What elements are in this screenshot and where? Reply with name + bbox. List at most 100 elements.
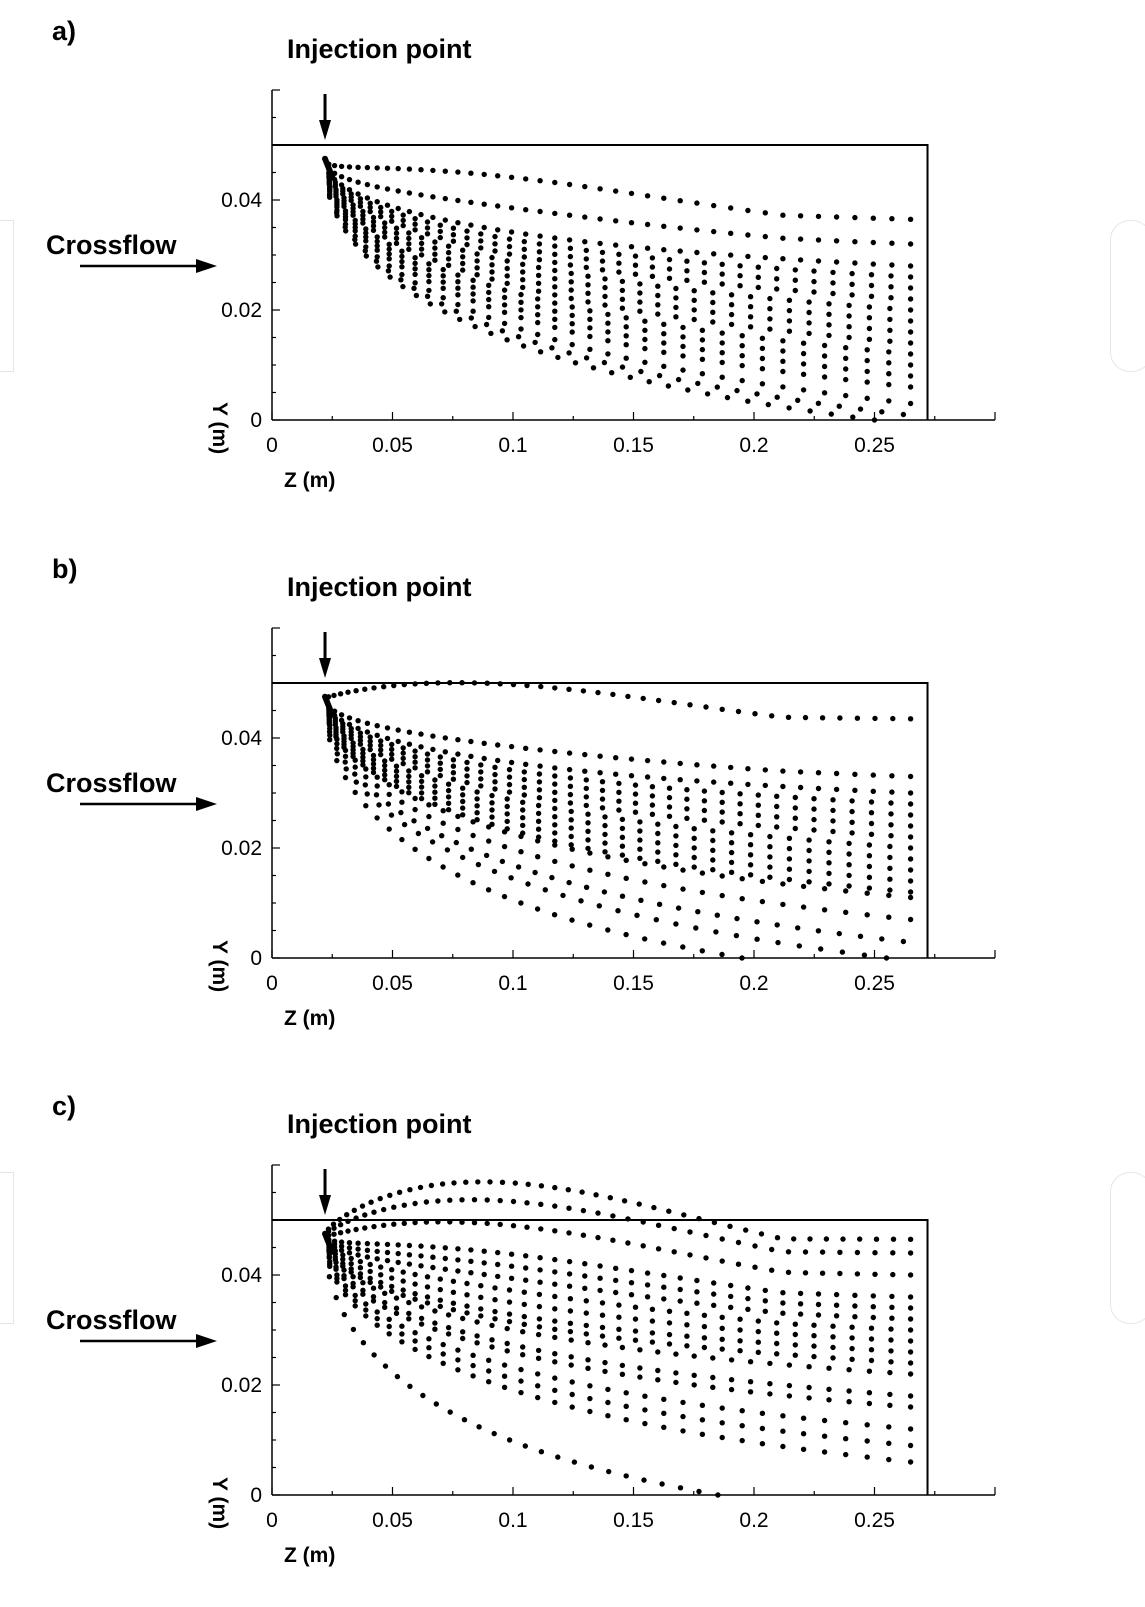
data-point — [371, 1209, 377, 1215]
data-point — [826, 311, 832, 317]
data-point — [424, 763, 431, 769]
data-point — [587, 325, 593, 331]
data-point — [400, 745, 406, 751]
data-point — [353, 779, 359, 785]
data-point — [378, 1284, 384, 1290]
data-point — [735, 1261, 742, 1267]
data-point — [735, 708, 742, 715]
data-point — [821, 1417, 828, 1424]
x-tick-label: 0.15 — [613, 434, 654, 457]
data-point — [486, 296, 492, 303]
data-point — [412, 1291, 418, 1297]
data-point — [673, 823, 679, 830]
data-point — [455, 751, 461, 757]
data-point — [504, 803, 510, 810]
data-point — [602, 293, 608, 300]
data-point — [522, 1443, 528, 1449]
data-point — [821, 1433, 828, 1439]
data-point — [780, 348, 786, 354]
data-point — [605, 320, 611, 326]
data-point — [552, 1281, 558, 1287]
data-point — [499, 1179, 506, 1185]
data-point — [486, 282, 492, 288]
data-point — [426, 1336, 432, 1342]
data-point — [520, 1352, 526, 1358]
data-point — [677, 1298, 683, 1304]
data-point — [745, 1285, 751, 1291]
data-point — [849, 1324, 855, 1330]
data-point — [535, 1355, 542, 1361]
data-point — [474, 1333, 480, 1339]
data-point — [830, 290, 836, 297]
data-point — [677, 225, 683, 231]
data-point — [387, 1192, 393, 1198]
data-point — [386, 1316, 392, 1322]
data-point — [353, 1215, 359, 1221]
data-point — [826, 839, 832, 845]
data-point — [363, 253, 369, 259]
decor-bracket-left-bottom — [0, 1172, 14, 1324]
data-point — [649, 1330, 656, 1336]
data-point — [677, 248, 683, 254]
data-point — [780, 1428, 786, 1434]
data-point — [567, 1328, 574, 1335]
data-point — [342, 1292, 349, 1298]
data-point — [745, 207, 751, 214]
data-point — [719, 1325, 725, 1331]
data-point — [599, 1333, 606, 1339]
data-point — [538, 683, 544, 690]
data-point — [552, 805, 558, 812]
data-point — [341, 1267, 347, 1273]
data-point — [400, 1278, 406, 1284]
data-point — [371, 685, 377, 691]
data-point — [357, 1265, 364, 1271]
data-point — [350, 1274, 356, 1280]
data-point — [619, 825, 626, 832]
data-point — [406, 768, 412, 774]
data-point — [887, 865, 893, 871]
data-point — [350, 1284, 356, 1290]
data-point — [830, 1323, 836, 1329]
data-point — [907, 1442, 914, 1449]
data-point — [747, 324, 754, 330]
data-point — [889, 262, 895, 268]
data-point — [549, 345, 555, 351]
data-point — [412, 271, 418, 278]
data-point — [704, 391, 711, 397]
data-point — [655, 849, 661, 855]
data-point — [907, 812, 914, 818]
data-point — [569, 1391, 575, 1398]
data-point — [510, 1223, 517, 1229]
data-point — [523, 1265, 529, 1271]
data-point — [474, 258, 480, 264]
data-point — [418, 778, 425, 785]
data-point — [868, 1357, 875, 1364]
data-point — [440, 1360, 446, 1366]
data-point — [619, 852, 626, 858]
data-point — [659, 1481, 665, 1487]
data-point — [780, 235, 786, 241]
data-point — [673, 285, 679, 292]
data-point — [762, 782, 768, 789]
data-point — [849, 270, 855, 277]
data-point — [331, 1225, 337, 1231]
data-point — [623, 857, 629, 863]
data-point — [759, 898, 766, 905]
data-point — [887, 1391, 893, 1398]
data-point — [583, 884, 590, 890]
crossflow-arrow-head — [196, 797, 217, 811]
data-point — [797, 769, 804, 775]
data-point — [370, 223, 377, 229]
data-point — [850, 414, 856, 420]
data-point — [363, 803, 369, 809]
data-point — [442, 735, 448, 741]
data-point — [382, 767, 388, 773]
data-point — [478, 776, 484, 782]
data-point — [552, 1399, 558, 1406]
data-point — [599, 249, 606, 256]
data-point — [780, 384, 786, 390]
data-point — [537, 1267, 543, 1273]
data-point — [602, 1368, 608, 1375]
data-point — [385, 268, 392, 274]
data-point — [864, 890, 870, 896]
